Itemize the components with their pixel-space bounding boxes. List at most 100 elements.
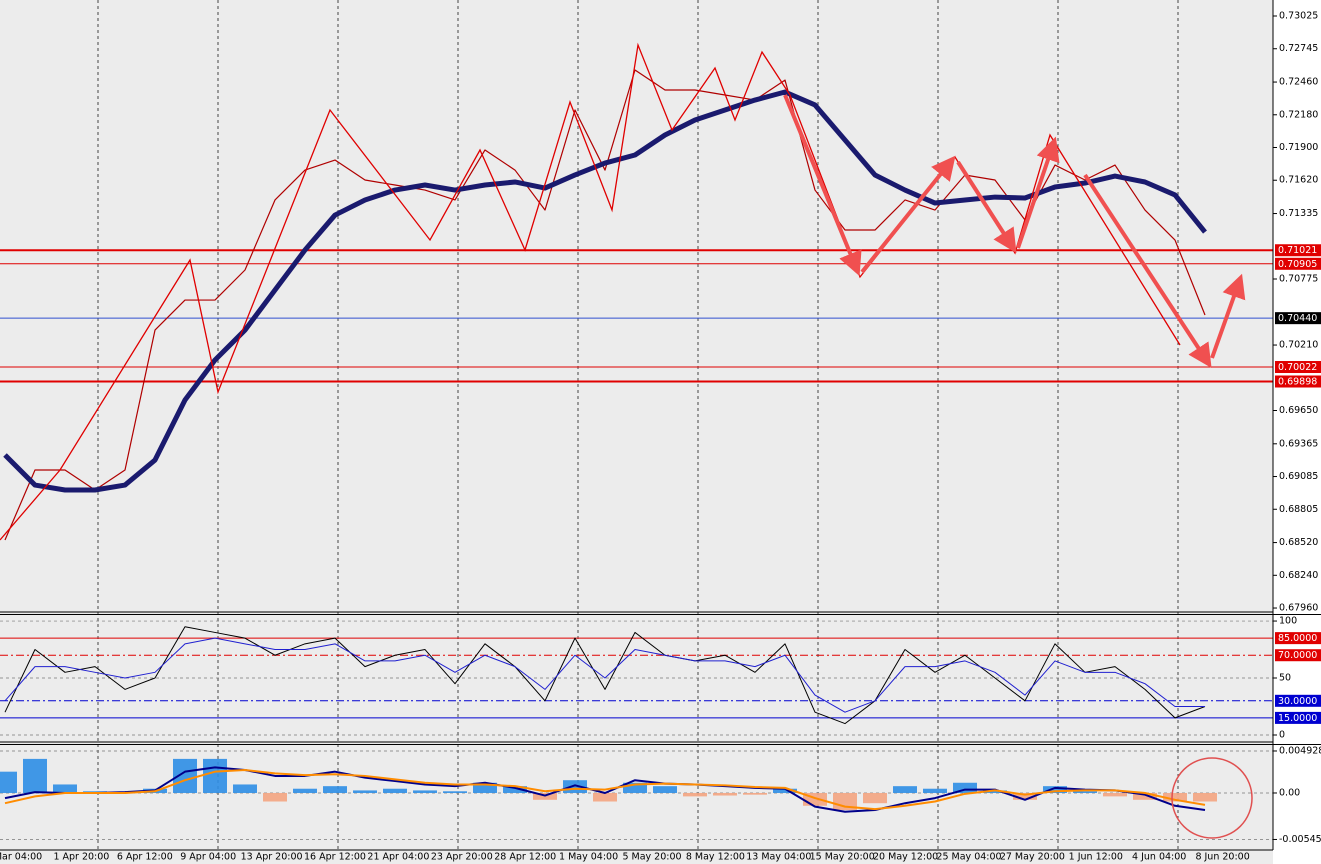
level-tag [1275, 649, 1321, 662]
level-label: 30.0000 [1278, 696, 1317, 707]
x-tick-label: Mar 04:00 [0, 852, 42, 863]
histogram-bar [1133, 792, 1157, 800]
arrow [1083, 173, 1212, 369]
x-tick-label: 9 Apr 04:00 [180, 852, 236, 863]
histogram-bar [743, 792, 767, 795]
x-tick-label: 4 Jun 04:00 [1132, 852, 1186, 863]
histogram-bar [683, 792, 707, 797]
histogram-bar [233, 784, 257, 793]
x-tick-label: 23 Apr 20:00 [431, 852, 493, 863]
y-tick-label: 0.67960 [1279, 603, 1318, 614]
y-tick-label: 0.70775 [1279, 274, 1318, 285]
y-tick-label: 0.72180 [1279, 109, 1318, 120]
histogram-bar [263, 792, 287, 802]
histogram-bar [1163, 792, 1187, 802]
y-tick-label: -0.005454 [1279, 834, 1321, 845]
series-line [4, 768, 1206, 811]
histogram-bar [1103, 792, 1127, 797]
x-tick-label: 13 May 04:00 [746, 852, 811, 863]
x-tick-label: 5 May 20:00 [622, 852, 681, 863]
y-tick-label: 0.71900 [1279, 142, 1318, 153]
histogram-bar [23, 758, 47, 793]
level-tag [1275, 257, 1321, 270]
level-tag [1275, 375, 1321, 388]
x-tick-label: 27 May 20:00 [1000, 852, 1065, 863]
level-label: 0.71021 [1278, 245, 1317, 256]
x-tick-label: 15 May 20:00 [810, 852, 875, 863]
series-line [4, 637, 1205, 713]
histogram-bar [923, 788, 947, 793]
x-tick-label: 6 Apr 12:00 [117, 852, 173, 863]
histogram-bar [1013, 792, 1037, 800]
series-line [4, 626, 1206, 725]
x-tick-label: 21 Apr 04:00 [367, 852, 429, 863]
y-tick-label: 0.69365 [1279, 438, 1318, 449]
x-tick-label: 1 May 04:00 [559, 852, 618, 863]
time-grid [97, 0, 1179, 850]
histogram-bar [713, 792, 737, 796]
level-tag [1275, 632, 1321, 645]
histogram-bar [203, 758, 227, 793]
level-label: 85.0000 [1278, 633, 1317, 644]
x-tick-label: 16 Apr 12:00 [304, 852, 366, 863]
histogram-bar [1073, 791, 1097, 793]
histogram-bar [323, 786, 347, 793]
level-tag [1275, 711, 1321, 724]
y-tick-label: 0 [1279, 729, 1285, 740]
y-tick-label: 0.0049282 [1279, 745, 1321, 756]
histogram-bar [383, 788, 407, 793]
arrow [860, 155, 956, 274]
x-tick-label: 8 May 12:00 [686, 852, 745, 863]
level-tag [1275, 361, 1321, 374]
level-label: 0.70022 [1278, 362, 1317, 373]
plot-background [0, 0, 1273, 864]
series-line [3, 89, 1207, 493]
y-tick-label: 0.68805 [1279, 504, 1318, 515]
y-tick-label: 50 [1279, 673, 1291, 684]
histogram-bar [893, 786, 917, 793]
histogram-bar [863, 792, 887, 804]
level-tag [1275, 694, 1321, 707]
series-line [4, 766, 1206, 813]
level-label: 0.69898 [1278, 377, 1317, 388]
y-tick-label: 0.70210 [1279, 340, 1318, 351]
level-tag [1275, 244, 1321, 257]
y-tick-label: 0.68240 [1279, 570, 1318, 581]
level-tag [1275, 312, 1321, 325]
x-tick-label: 1 Apr 20:00 [53, 852, 109, 863]
histogram-bar [983, 790, 1007, 793]
arrow [1016, 136, 1060, 249]
histogram-bar [1043, 786, 1067, 793]
level-label: 0.70440 [1278, 313, 1317, 324]
level-label: 0.70905 [1278, 259, 1317, 270]
histogram-bar [593, 792, 617, 802]
histogram-bar [0, 771, 17, 793]
arrows [783, 94, 1246, 369]
arrow [783, 94, 862, 277]
y-tick-label: 0.71620 [1279, 175, 1318, 186]
level-label: 15.0000 [1278, 713, 1317, 724]
highlight-circle [1171, 757, 1253, 839]
x-tick-label: 8 Jun 20:00 [1195, 852, 1249, 863]
layers [0, 69, 1273, 840]
histogram-bar [293, 788, 317, 793]
x-tick-label: 25 May 04:00 [936, 852, 1001, 863]
x-tick-label: 13 Apr 20:00 [241, 852, 303, 863]
y-tick-label: 0.68520 [1279, 537, 1318, 548]
histogram-bar [773, 788, 797, 793]
histogram-bar [653, 786, 677, 793]
y-tick-label: 0.72745 [1279, 43, 1318, 54]
x-tick-label: 1 Jun 12:00 [1069, 852, 1123, 863]
histogram-bar [953, 782, 977, 793]
y-tick-label: 0.69650 [1279, 405, 1318, 416]
y-tick-label: 0.69085 [1279, 471, 1318, 482]
y-tick-label: 0.00 [1279, 787, 1300, 798]
arrow [1210, 273, 1246, 359]
x-tick-label: 28 Apr 12:00 [494, 852, 556, 863]
level-label: 70.0000 [1278, 650, 1317, 661]
histogram-bar [473, 782, 497, 793]
y-tick-label: 0.73025 [1279, 11, 1318, 22]
histogram-bar [443, 791, 467, 793]
